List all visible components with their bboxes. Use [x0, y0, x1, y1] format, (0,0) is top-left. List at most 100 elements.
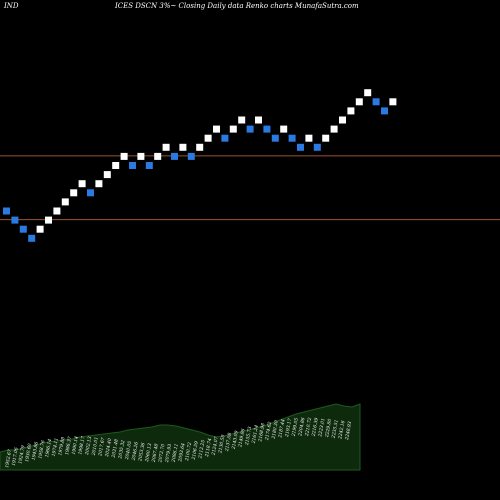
volume-label: 2124.07: [211, 436, 220, 456]
renko-brick-up: [61, 198, 69, 206]
volume-label: 1943.86: [31, 441, 40, 461]
volume-label: 2060.13: [144, 443, 153, 463]
renko-brick-down: [87, 189, 94, 197]
volume-label: 2067.48: [151, 443, 160, 463]
volume-label: 2143.09: [231, 430, 240, 450]
renko-brick-up: [112, 162, 120, 169]
renko-brick-down: [3, 207, 10, 215]
renko-brick-up: [330, 125, 338, 133]
volume-label: 2118.74: [204, 438, 213, 458]
renko-brick-up: [95, 180, 103, 188]
volume-label: 2031.48: [111, 439, 120, 459]
volume-label: 2235.51: [331, 419, 340, 439]
volume-label: 2106.59: [191, 441, 200, 461]
volume-label: 2053.36: [137, 442, 146, 462]
renko-bricks: [3, 89, 397, 242]
volume-label: 2155.73: [244, 426, 253, 446]
renko-brick-up: [322, 134, 330, 142]
volume-label: 2079.93: [164, 443, 173, 463]
volume-label: 2242.16: [337, 420, 346, 440]
renko-brick-up: [238, 116, 246, 124]
volume-label: 1986.37: [64, 436, 73, 456]
volume-label: 2100.72: [184, 442, 193, 462]
volume-label: 1998.17: [77, 436, 86, 456]
renko-brick-down: [145, 162, 153, 169]
renko-brick-up: [120, 152, 128, 160]
volume-label: 2130.50: [217, 434, 226, 454]
level-lines: [0, 155, 500, 221]
volume-label: 1924.79: [17, 445, 26, 465]
renko-brick-up: [36, 225, 44, 233]
volume-label: 2229.80: [324, 418, 333, 438]
renko-brick-up: [364, 89, 372, 97]
volume-label: 2193.17: [284, 418, 293, 438]
renko-brick-up: [355, 98, 363, 106]
volume-label: 2010.01: [91, 436, 100, 456]
volume-label: 1958.76: [37, 440, 46, 460]
volume-label: 2199.05: [291, 417, 300, 437]
volume-label: 2168.98: [257, 423, 266, 443]
renko-brick-up: [162, 143, 170, 151]
renko-brick-up: [78, 180, 86, 188]
chart-header-title: ICES DSCN 3%~ Closing Daily data Renko c…: [115, 2, 359, 10]
volume-label: 2002.13: [84, 436, 93, 456]
renko-brick-up: [196, 143, 204, 151]
renko-brick-up: [280, 125, 288, 133]
renko-brick-up: [305, 134, 313, 142]
volume-label: 1979.88: [57, 436, 66, 456]
volume-label: 2187.44: [277, 419, 286, 439]
volume-label: 2216.39: [311, 417, 320, 437]
renko-brick-up: [339, 116, 346, 124]
renko-brick-up: [179, 143, 187, 151]
volume-label: 1952.67: [4, 449, 13, 469]
renko-brick-up: [103, 171, 111, 179]
volume-area-path: [0, 403, 361, 471]
volume-label: 2210.72: [304, 417, 313, 437]
volume-label: 2204.86: [297, 417, 306, 437]
volume-label: 2093.64: [177, 443, 186, 463]
volume-label: 2024.40: [104, 438, 113, 458]
renko-brick-down: [263, 125, 271, 133]
volume-labels: 1952.671917.061924.791930.601943.861958.…: [4, 417, 353, 468]
renko-brick-up: [204, 134, 212, 142]
volume-label: 1974.11: [51, 437, 60, 456]
renko-brick-down: [271, 134, 279, 142]
renko-brick-down: [297, 143, 304, 151]
volume-label: 2161.24: [251, 424, 260, 444]
renko-brick-up: [347, 107, 355, 115]
volume-label: 2072.70: [157, 443, 166, 463]
volume-area: [0, 403, 361, 471]
renko-brick-down: [129, 162, 136, 169]
renko-brick-down: [221, 134, 229, 142]
renko-brick-down: [11, 216, 19, 224]
volume-label: 1917.06: [11, 447, 20, 467]
renko-brick-down: [187, 152, 195, 160]
volume-label: 2086.11: [171, 443, 180, 463]
volume-label: 2035.32: [117, 440, 126, 460]
renko-brick-down: [313, 143, 321, 151]
volume-label: 2137.08: [224, 432, 233, 452]
renko-brick-down: [372, 98, 380, 106]
volume-label: 1966.14: [44, 438, 53, 458]
renko-brick-down: [171, 152, 178, 160]
renko-brick-down: [19, 225, 27, 233]
renko-brick-up: [229, 125, 237, 133]
volume-label: 2017.67: [97, 437, 106, 457]
renko-brick-up: [389, 98, 397, 106]
volume-label: 2180.30: [271, 420, 280, 440]
volume-label: 1930.60: [24, 443, 33, 463]
renko-brick-up: [213, 125, 220, 133]
renko-brick-up: [53, 207, 61, 215]
renko-brick-up: [137, 152, 145, 160]
renko-brick-up: [154, 152, 162, 160]
renko-brick-up: [45, 216, 52, 224]
renko-brick-down: [288, 134, 296, 142]
renko-brick-up: [255, 116, 262, 124]
renko-brick-up: [70, 189, 78, 197]
volume-label: 2149.86: [237, 428, 246, 448]
renko-brick-down: [28, 234, 36, 242]
volume-label: 2046.26: [131, 441, 140, 461]
volume-label: 2174.62: [264, 421, 273, 441]
renko-brick-down: [246, 125, 254, 133]
